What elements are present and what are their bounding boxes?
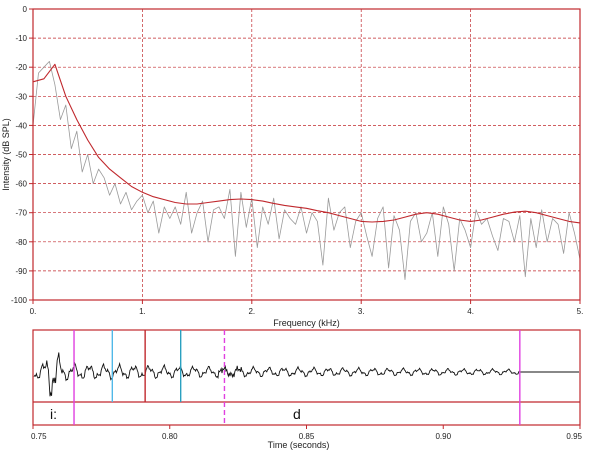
time-axis-tick-label: 0.90	[435, 432, 451, 441]
spectrum-x-tick-label: 0.	[30, 307, 37, 316]
spectrum-plot-frame	[32, 8, 581, 301]
spectrum-x-tick-label: 2.	[248, 307, 255, 316]
time-axis-tick-label: 0.75	[31, 432, 47, 441]
segment-label: d	[293, 406, 301, 422]
waveform-chart: i: d 0.75 0.80 0.85 0.90 0.95 Time (seconds)	[31, 329, 583, 450]
spectrum-y-tick-label: -90	[15, 267, 27, 276]
spectrum-y-tick-label: -30	[15, 92, 27, 101]
time-axis-tick-label: 0.95	[566, 432, 582, 441]
spectrum-grid	[29, 8, 581, 304]
spectrum-y-tick-label: 0	[23, 5, 28, 14]
spectrum-x-tick-label: 4.	[467, 307, 474, 316]
spectrum-x-tick-label: 3.	[358, 307, 365, 316]
segment-markers	[73, 330, 521, 425]
spectrum-y-tick-label: -70	[15, 209, 27, 218]
spectrum-y-tick-label: -80	[15, 238, 27, 247]
time-axis-label: Time (seconds)	[268, 440, 330, 450]
spectrum-y-tick-labels: 0 -10 -20 -30 -40 -50 -60 -70 -80 -90 -100	[11, 5, 28, 305]
time-axis-tick-label: 0.85	[299, 432, 315, 441]
spectrum-x-axis-label: Frequency (kHz)	[273, 318, 340, 328]
spectrum-y-tick-label: -50	[15, 151, 27, 160]
segment-label: i:	[50, 406, 57, 422]
spectrum-series-spectrum	[32, 61, 581, 280]
waveform-signal	[33, 352, 520, 397]
time-axis-tick-label: 0.80	[162, 432, 178, 441]
spectrum-y-tick-label: -40	[15, 121, 27, 130]
spectrum-y-tick-label: -60	[15, 180, 27, 189]
spectrum-series-envelope	[32, 63, 581, 224]
segment-labels: i: d	[50, 406, 301, 422]
time-axis-tick-labels: 0.75 0.80 0.85 0.90 0.95	[31, 425, 583, 441]
spectrum-y-axis-label: Intensity (dB SPL)	[1, 118, 11, 191]
spectrum-x-tick-label: 5.	[577, 307, 584, 316]
waveform-frame	[32, 329, 581, 426]
spectrum-chart: 0 -10 -20 -30 -40 -50 -60 -70 -80 -90 -100 0. 1. 2. 3…	[1, 5, 583, 328]
spectrum-series-group	[32, 61, 581, 280]
spectrum-x-tick-label: 1.	[139, 307, 146, 316]
spectrum-y-tick-label: -10	[15, 34, 27, 43]
spectrum-x-tick-labels: 0. 1. 2. 3. 4. 5.	[30, 307, 584, 316]
spectrum-y-tick-label: -20	[15, 63, 27, 72]
spectrum-y-tick-label: -100	[11, 296, 28, 305]
